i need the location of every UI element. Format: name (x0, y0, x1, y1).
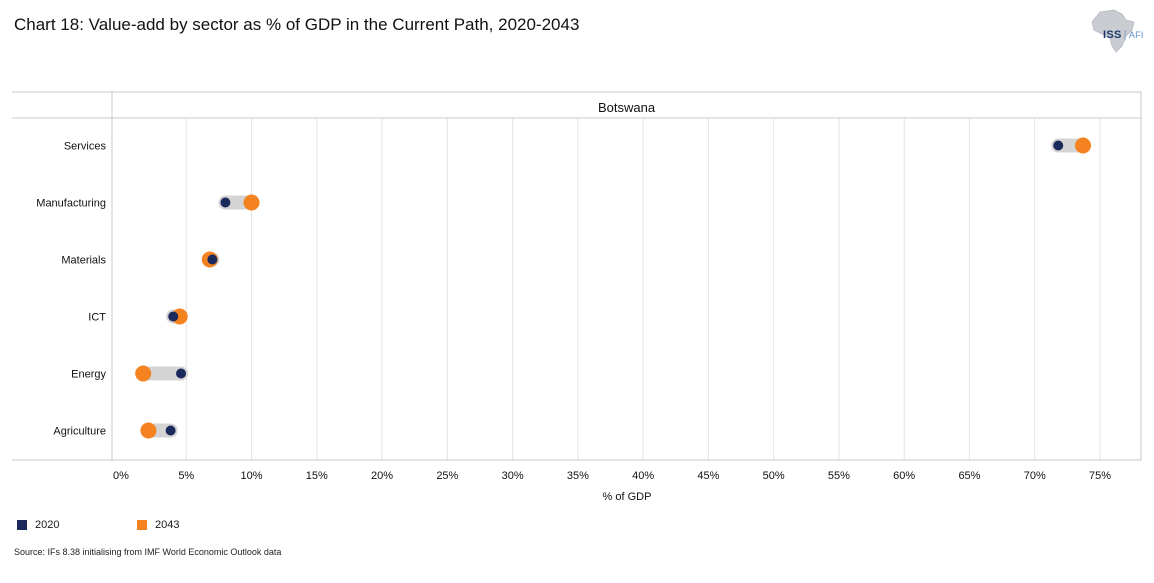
x-tick-label: 50% (763, 470, 785, 482)
x-tick-label: 5% (178, 470, 194, 482)
plot-frame (11, 91, 1142, 461)
x-tick-label: 25% (436, 470, 458, 482)
x-tick-label: 30% (502, 470, 524, 482)
point-2020-energy (176, 368, 187, 379)
point-2020-materials (207, 254, 218, 265)
point-2043-energy (135, 365, 152, 382)
grid-lines (111, 92, 1101, 460)
x-tick-label: 70% (1024, 470, 1046, 482)
y-category-label: ICT (88, 312, 106, 324)
legend-label-2020: 2020 (35, 519, 60, 531)
point-2043-manufacturing (243, 194, 260, 211)
x-tick-label: 40% (632, 470, 654, 482)
legend-item-2043: 2043 (137, 519, 179, 531)
y-category-label: Services (64, 141, 107, 153)
point-2043-agriculture (140, 422, 157, 439)
panel-title: Botswana (598, 100, 656, 115)
x-tick-label: 55% (828, 470, 850, 482)
x-tick-labels: 0% 5% 10% 15% 20% 25% 30% 35% 40% 45% 50% 55% 60% 65%… (113, 470, 1111, 482)
source-note: Source: IFs 8.38 initialising from IMF W… (14, 547, 282, 557)
legend-swatch-2043 (137, 520, 147, 530)
x-axis-label: % of GDP (603, 491, 652, 503)
y-category-labels: Services Manufacturing Materials ICT Energy A… (36, 141, 106, 438)
x-tick-label: 75% (1089, 470, 1111, 482)
point-2020-manufacturing (220, 197, 231, 208)
x-tick-label: 60% (893, 470, 915, 482)
legend-item-2020: 2020 (17, 519, 59, 531)
dumbbell-marks (135, 137, 1092, 439)
x-tick-label: 15% (306, 470, 328, 482)
logo-secondary: AFI (1128, 30, 1144, 40)
logo-primary: ISS (1103, 29, 1122, 41)
x-tick-label: 65% (958, 470, 980, 482)
point-2043-services (1075, 137, 1092, 154)
y-category-label: Agriculture (53, 426, 106, 438)
dumbbell-chart: Botswana 0% 5% 10% 15% 20% 25% 30% 35% 40% 45% 50%… (11, 91, 1142, 503)
africa-map-icon (1091, 9, 1135, 53)
x-tick-label: 0% (113, 470, 129, 482)
point-2020-ict (168, 311, 179, 322)
x-tick-label: 20% (371, 470, 393, 482)
y-category-label: Manufacturing (36, 198, 106, 210)
logo-wordmark: ISS | AFI (1103, 29, 1144, 41)
point-2020-services (1053, 140, 1064, 151)
point-2020-agriculture (165, 425, 176, 436)
y-category-label: Energy (71, 369, 106, 381)
chart-title: Chart 18: Value-add by sector as % of GD… (14, 15, 580, 34)
legend-label-2043: 2043 (155, 519, 180, 531)
x-tick-label: 10% (241, 470, 263, 482)
legend-swatch-2020 (17, 520, 27, 530)
x-tick-label: 45% (697, 470, 719, 482)
y-category-label: Materials (61, 255, 106, 267)
x-tick-label: 35% (567, 470, 589, 482)
